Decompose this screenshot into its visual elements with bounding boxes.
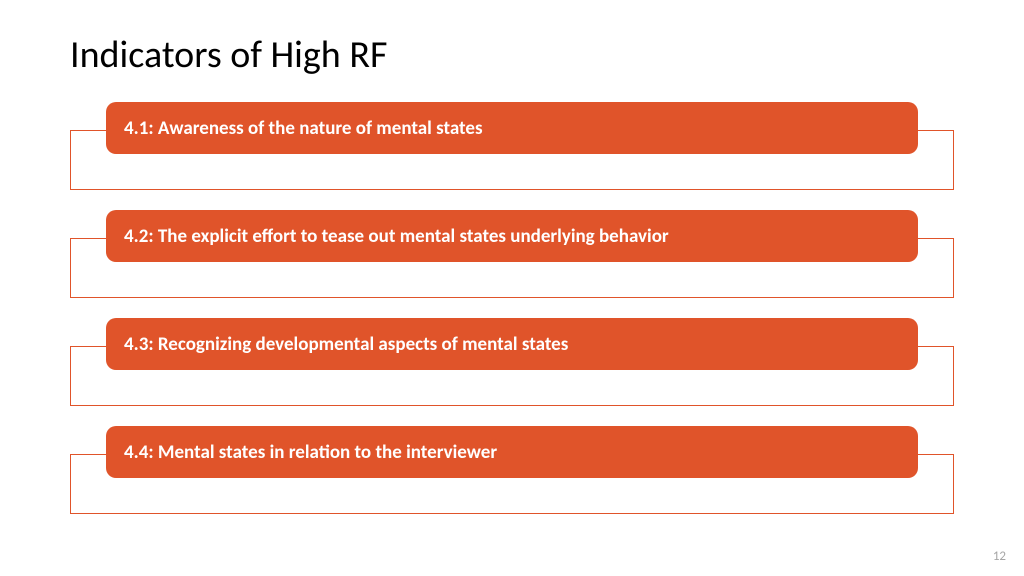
- page-number: 12: [993, 549, 1006, 564]
- slide-title: Indicators of High RF: [70, 32, 387, 78]
- indicator-label: 4.3: Recognizing developmental aspects o…: [124, 333, 568, 356]
- indicator-pill: 4.3: Recognizing developmental aspects o…: [106, 318, 918, 370]
- indicator-item: 4.2: The explicit effort to tease out me…: [70, 210, 954, 318]
- slide: Indicators of High RF 4.1: Awareness of …: [0, 0, 1024, 576]
- indicator-item: 4.3: Recognizing developmental aspects o…: [70, 318, 954, 426]
- indicator-item: 4.1: Awareness of the nature of mental s…: [70, 102, 954, 210]
- indicator-label: 4.2: The explicit effort to tease out me…: [124, 225, 669, 248]
- indicator-item: 4.4: Mental states in relation to the in…: [70, 426, 954, 534]
- indicator-pill: 4.4: Mental states in relation to the in…: [106, 426, 918, 478]
- indicator-pill: 4.2: The explicit effort to tease out me…: [106, 210, 918, 262]
- indicator-label: 4.4: Mental states in relation to the in…: [124, 441, 497, 464]
- indicator-pill: 4.1: Awareness of the nature of mental s…: [106, 102, 918, 154]
- indicator-list: 4.1: Awareness of the nature of mental s…: [70, 102, 954, 534]
- indicator-label: 4.1: Awareness of the nature of mental s…: [124, 117, 483, 140]
